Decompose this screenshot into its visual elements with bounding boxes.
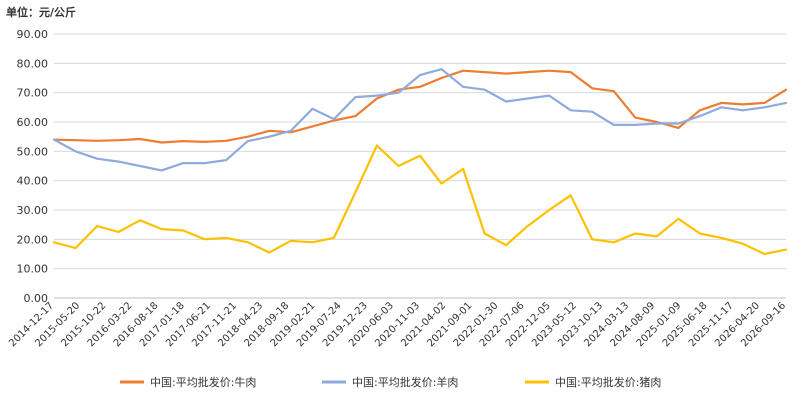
unit-label: 单位：元/公斤 <box>6 6 77 19</box>
y-tick-label: 30.00 <box>17 204 49 217</box>
x-axis: 2014-12-172015-05-202015-10-222016-03-22… <box>7 297 788 349</box>
legend-item-1: 中国:平均批发价:羊肉 <box>322 375 458 389</box>
legend-label: 中国:平均批发价:羊肉 <box>352 375 458 389</box>
y-tick-label: 40.00 <box>17 175 49 188</box>
y-tick-label: 20.00 <box>17 233 49 246</box>
legend-label: 中国:平均批发价:牛肉 <box>150 375 256 389</box>
y-tick-label: 0.00 <box>24 292 49 305</box>
series-lines <box>52 68 788 256</box>
legend-item-0: 中国:平均批发价:牛肉 <box>120 375 256 389</box>
legend-item-2: 中国:平均批发价:猪肉 <box>525 375 661 389</box>
series-line-1 <box>52 68 788 172</box>
y-tick-label: 80.00 <box>17 57 49 70</box>
grid-lines <box>54 33 786 299</box>
legend: 中国:平均批发价:牛肉 中国:平均批发价:羊肉 中国:平均批发价:猪肉 <box>120 375 661 389</box>
y-tick-label: 50.00 <box>17 145 49 158</box>
series-line-2 <box>52 144 788 256</box>
y-axis: 90.00 80.00 70.00 60.00 50.00 40.00 30.00 20.00… <box>17 28 49 305</box>
legend-label: 中国:平均批发价:猪肉 <box>555 375 661 389</box>
y-tick-label: 90.00 <box>17 28 49 41</box>
y-tick-label: 10.00 <box>17 263 49 276</box>
series-line-0 <box>52 69 788 144</box>
y-tick-label: 60.00 <box>17 116 49 129</box>
y-tick-label: 70.00 <box>17 87 49 100</box>
